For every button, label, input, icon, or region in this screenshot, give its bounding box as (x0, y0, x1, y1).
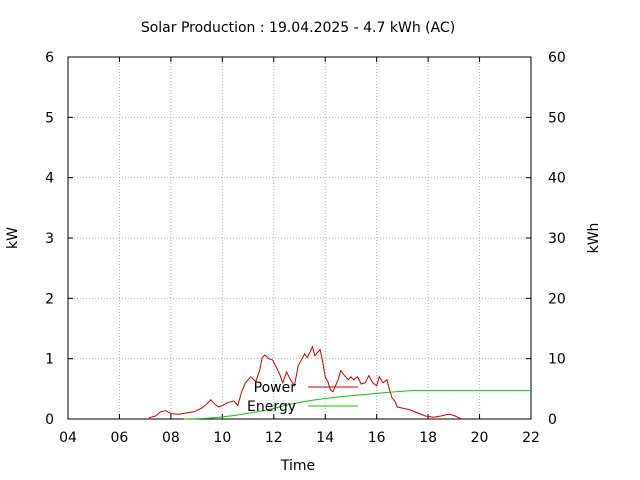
y-tick-label: 1 (45, 352, 54, 368)
y2-tick-label: 20 (548, 291, 566, 307)
x-tick-label: 16 (368, 430, 386, 446)
x-tick-label: 20 (471, 430, 489, 446)
legend-label-power: Power (254, 380, 297, 396)
y2-tick-label: 40 (548, 171, 566, 187)
y2-tick-label: 10 (548, 352, 566, 368)
y-tick-label: 3 (45, 231, 54, 247)
y-tick-label: 4 (45, 171, 54, 187)
series-line-energy (183, 390, 531, 420)
x-tick-label: 10 (213, 430, 231, 446)
y2-tick-label: 50 (548, 110, 566, 126)
y-tick-label: 2 (45, 291, 54, 307)
series-group (148, 345, 531, 420)
y-axis-right: 0 10 20 30 40 50 60 (526, 50, 566, 428)
chart-title: Solar Production : 19.04.2025 - 4.7 kWh … (141, 20, 455, 36)
grid-lines (68, 57, 531, 419)
x-tick-label: 22 (522, 430, 540, 446)
y-tick-label: 0 (45, 412, 54, 428)
legend-label-energy: Energy (247, 399, 296, 415)
x-tick-label: 06 (111, 430, 129, 446)
series-line-power (148, 345, 462, 420)
y2-tick-label: 30 (548, 231, 566, 247)
x-tick-label: 12 (265, 430, 283, 446)
y-tick-label: 5 (45, 110, 54, 126)
x-tick-label: 14 (316, 430, 334, 446)
x-tick-label: 08 (162, 430, 180, 446)
y2-tick-label: 60 (548, 50, 566, 66)
x-tick-label: 04 (59, 430, 77, 446)
y-axis-title-left: kW (5, 227, 21, 249)
legend: Power Energy (247, 380, 358, 415)
y-tick-label: 6 (45, 50, 54, 66)
x-axis-title: Time (280, 458, 315, 474)
y2-tick-label: 0 (548, 412, 557, 428)
y-axis-title-right: kWh (586, 223, 602, 254)
x-axis: 04 06 08 10 12 14 16 18 20 22 (59, 57, 540, 446)
x-tick-label: 18 (419, 430, 437, 446)
y-axis-left: 0 1 2 3 4 5 6 (45, 50, 73, 428)
